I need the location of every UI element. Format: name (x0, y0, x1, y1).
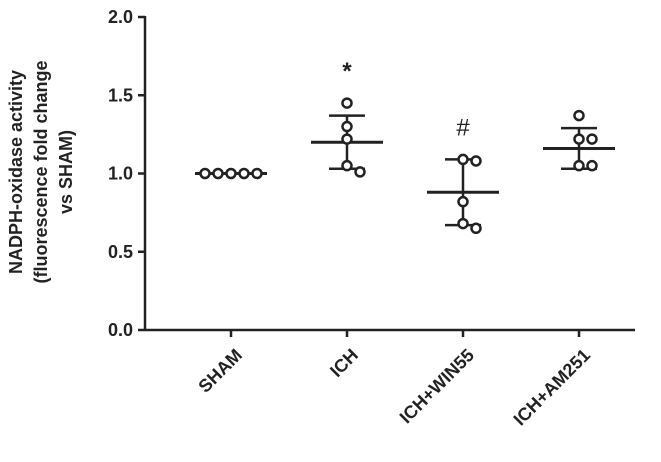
y-tick-label: 1.5 (108, 85, 133, 105)
data-point (341, 120, 353, 133)
y-label-line: (fluorescence fold change (31, 60, 51, 283)
data-point (457, 153, 469, 166)
x-tick-group: ICH+WIN55 (396, 345, 478, 427)
y-tick-label: 0.0 (108, 320, 133, 340)
x-tick-group: ICH (326, 345, 362, 381)
y-label-line: vs SHAM) (56, 130, 76, 214)
significance-mark: * (342, 58, 352, 85)
data-point (354, 166, 366, 178)
data-point (199, 167, 211, 180)
data-point (212, 167, 224, 180)
x-tick-group: ICH+AM251 (510, 345, 595, 430)
data-point (586, 133, 598, 145)
x-tick-label: ICH+WIN55 (396, 345, 478, 427)
x-tick-label: SHAM (194, 345, 246, 397)
y-tick-label: 0.5 (108, 242, 133, 262)
data-point (470, 155, 482, 167)
data-point (341, 97, 353, 109)
x-tick-label: ICH (326, 345, 362, 381)
y-label-line: NADPH-oxidase activity (6, 70, 26, 274)
data-point (341, 133, 353, 145)
data-point (573, 159, 585, 172)
data-point (573, 133, 585, 145)
y-tick-label: 2.0 (108, 7, 133, 27)
y-tick-label: 1.0 (108, 164, 133, 184)
data-point (238, 167, 250, 180)
data-point (470, 222, 482, 235)
significance-mark: # (456, 114, 470, 141)
data-point (341, 159, 353, 172)
data-point (457, 195, 469, 208)
x-tick-group: SHAM (194, 345, 246, 397)
data-point (457, 217, 469, 230)
x-tick-label: ICH+AM251 (510, 345, 595, 430)
y-axis-label: NADPH-oxidase activity (fluorescence fol… (6, 60, 76, 283)
data-point (573, 109, 585, 122)
data-point (251, 167, 263, 180)
data-point (586, 159, 598, 172)
data-point (225, 167, 237, 180)
